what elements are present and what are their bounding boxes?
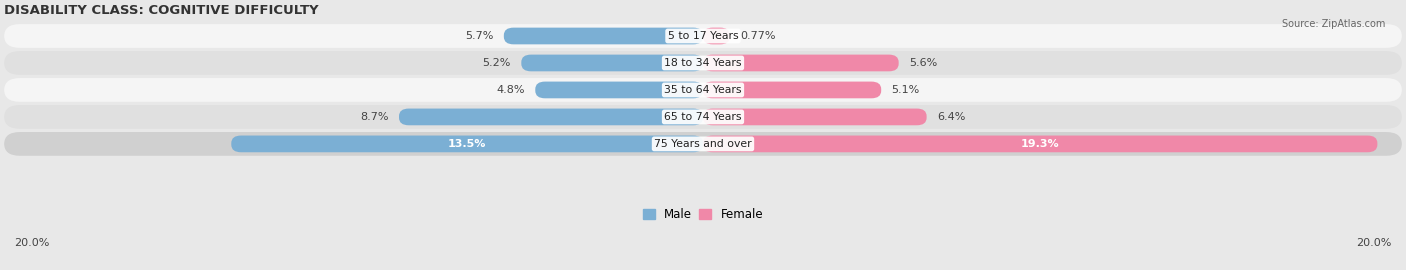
FancyBboxPatch shape	[4, 78, 1402, 102]
Text: 0.77%: 0.77%	[741, 31, 776, 41]
FancyBboxPatch shape	[4, 105, 1402, 129]
FancyBboxPatch shape	[703, 82, 882, 98]
Text: 20.0%: 20.0%	[1357, 238, 1392, 248]
FancyBboxPatch shape	[703, 55, 898, 71]
Text: 65 to 74 Years: 65 to 74 Years	[664, 112, 742, 122]
Text: 5.1%: 5.1%	[891, 85, 920, 95]
Text: Source: ZipAtlas.com: Source: ZipAtlas.com	[1281, 19, 1385, 29]
FancyBboxPatch shape	[503, 28, 703, 44]
Text: 6.4%: 6.4%	[938, 112, 966, 122]
Text: 5.6%: 5.6%	[910, 58, 938, 68]
Text: 8.7%: 8.7%	[360, 112, 388, 122]
Text: 19.3%: 19.3%	[1021, 139, 1060, 149]
FancyBboxPatch shape	[4, 51, 1402, 75]
Text: 20.0%: 20.0%	[14, 238, 49, 248]
Text: 5.7%: 5.7%	[465, 31, 494, 41]
Text: 4.8%: 4.8%	[496, 85, 524, 95]
Text: 13.5%: 13.5%	[449, 139, 486, 149]
Legend: Male, Female: Male, Female	[638, 203, 768, 226]
Text: 35 to 64 Years: 35 to 64 Years	[664, 85, 742, 95]
FancyBboxPatch shape	[703, 109, 927, 125]
FancyBboxPatch shape	[4, 132, 1402, 156]
Text: 75 Years and over: 75 Years and over	[654, 139, 752, 149]
Text: 5.2%: 5.2%	[482, 58, 510, 68]
FancyBboxPatch shape	[703, 136, 1378, 152]
FancyBboxPatch shape	[4, 24, 1402, 48]
Text: 18 to 34 Years: 18 to 34 Years	[664, 58, 742, 68]
FancyBboxPatch shape	[703, 28, 730, 44]
Text: 5 to 17 Years: 5 to 17 Years	[668, 31, 738, 41]
FancyBboxPatch shape	[399, 109, 703, 125]
FancyBboxPatch shape	[536, 82, 703, 98]
Text: DISABILITY CLASS: COGNITIVE DIFFICULTY: DISABILITY CLASS: COGNITIVE DIFFICULTY	[4, 4, 319, 17]
FancyBboxPatch shape	[232, 136, 703, 152]
FancyBboxPatch shape	[522, 55, 703, 71]
